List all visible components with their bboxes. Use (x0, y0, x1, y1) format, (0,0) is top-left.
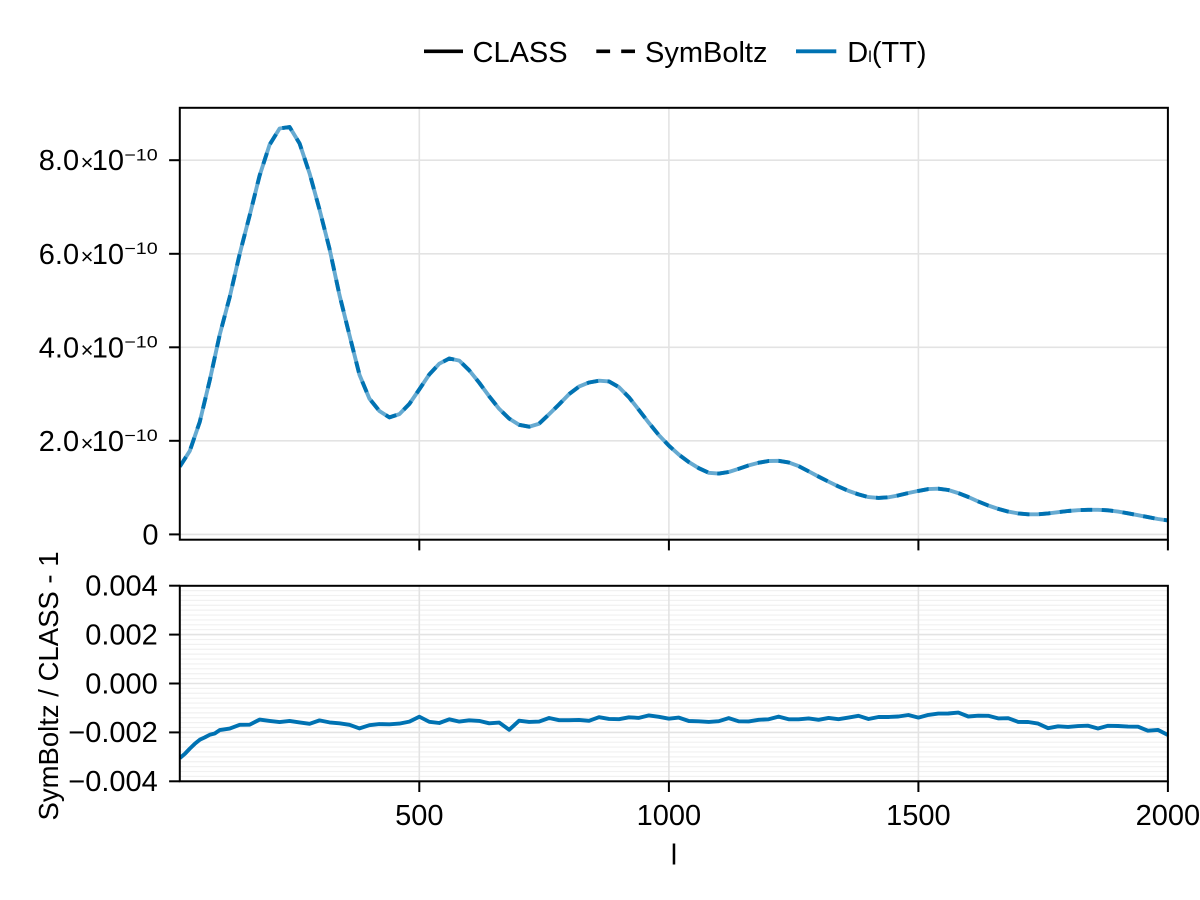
svg-text:1000: 1000 (637, 800, 702, 832)
svg-text:2000: 2000 (1136, 800, 1200, 832)
svg-text:8.0×10−10: 8.0×10−10 (39, 145, 158, 177)
svg-text:CLASS: CLASS (473, 37, 568, 69)
svg-text:SymBoltz / CLASS - 1: SymBoltz / CLASS - 1 (33, 552, 64, 821)
svg-text:1500: 1500 (886, 800, 951, 832)
svg-text:−0.002: −0.002 (68, 717, 158, 749)
svg-text:−0.004: −0.004 (68, 766, 158, 798)
svg-text:6.0×10−10: 6.0×10−10 (39, 239, 158, 271)
svg-text:0.002: 0.002 (85, 619, 158, 651)
svg-text:4.0×10−10: 4.0×10−10 (39, 332, 158, 364)
svg-text:500: 500 (395, 800, 443, 832)
svg-text:l: l (671, 840, 677, 872)
svg-text:0.000: 0.000 (85, 668, 158, 700)
svg-text:2.0×10−10: 2.0×10−10 (39, 426, 158, 458)
svg-text:SymBoltz: SymBoltz (645, 37, 767, 69)
svg-text:0: 0 (142, 519, 158, 551)
svg-text:Dl(TT): Dl(TT) (847, 37, 926, 69)
svg-text:0.004: 0.004 (85, 571, 158, 603)
